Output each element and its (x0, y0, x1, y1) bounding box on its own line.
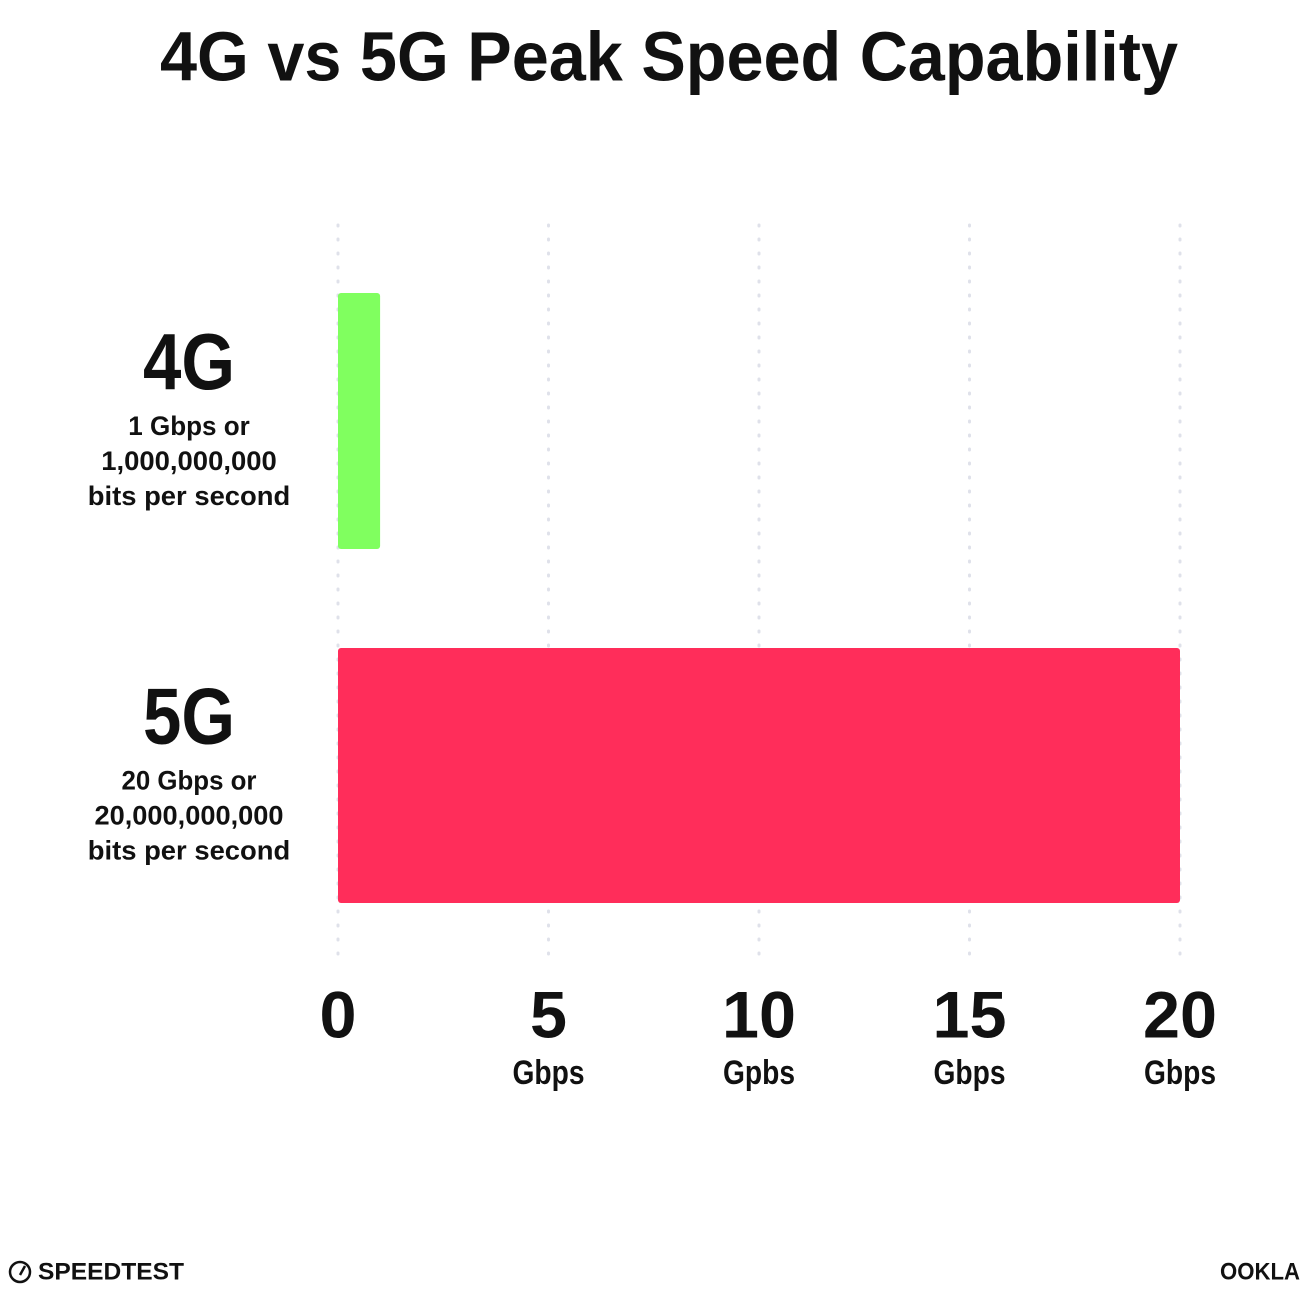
brand-right: OOKLA (1220, 1258, 1300, 1285)
x-tick-unit: Gbps (934, 1054, 1006, 1092)
chart-title: 4G vs 5G Peak Speed Capability (160, 17, 1178, 95)
x-tick-unit: Gbps (1144, 1054, 1216, 1092)
x-tick-unit: Gbps (513, 1054, 585, 1092)
x-tick-label: 10 (722, 977, 796, 1051)
x-tick-label: 5 (530, 977, 567, 1051)
category-label: 5G (143, 672, 235, 761)
bar (338, 648, 1180, 903)
x-tick-unit: Gpbs (723, 1054, 795, 1092)
category-label: 4G (143, 317, 235, 406)
bar (338, 293, 381, 549)
x-tick-label: 20 (1143, 977, 1217, 1051)
x-tick-label: 0 (320, 977, 357, 1051)
category-note: 1,000,000,000 (101, 446, 277, 476)
category-note: 20 Gbps or (122, 766, 257, 796)
category-note: bits per second (88, 836, 291, 866)
category-note: 1 Gbps or (128, 411, 250, 441)
category-note: bits per second (88, 481, 291, 511)
speedtest-icon (8, 1260, 32, 1284)
brand-left: SPEEDTEST (38, 1258, 184, 1285)
x-tick-label: 15 (933, 977, 1007, 1051)
speedtest-icon-needle (18, 1265, 27, 1276)
category-note: 20,000,000,000 (95, 801, 284, 831)
